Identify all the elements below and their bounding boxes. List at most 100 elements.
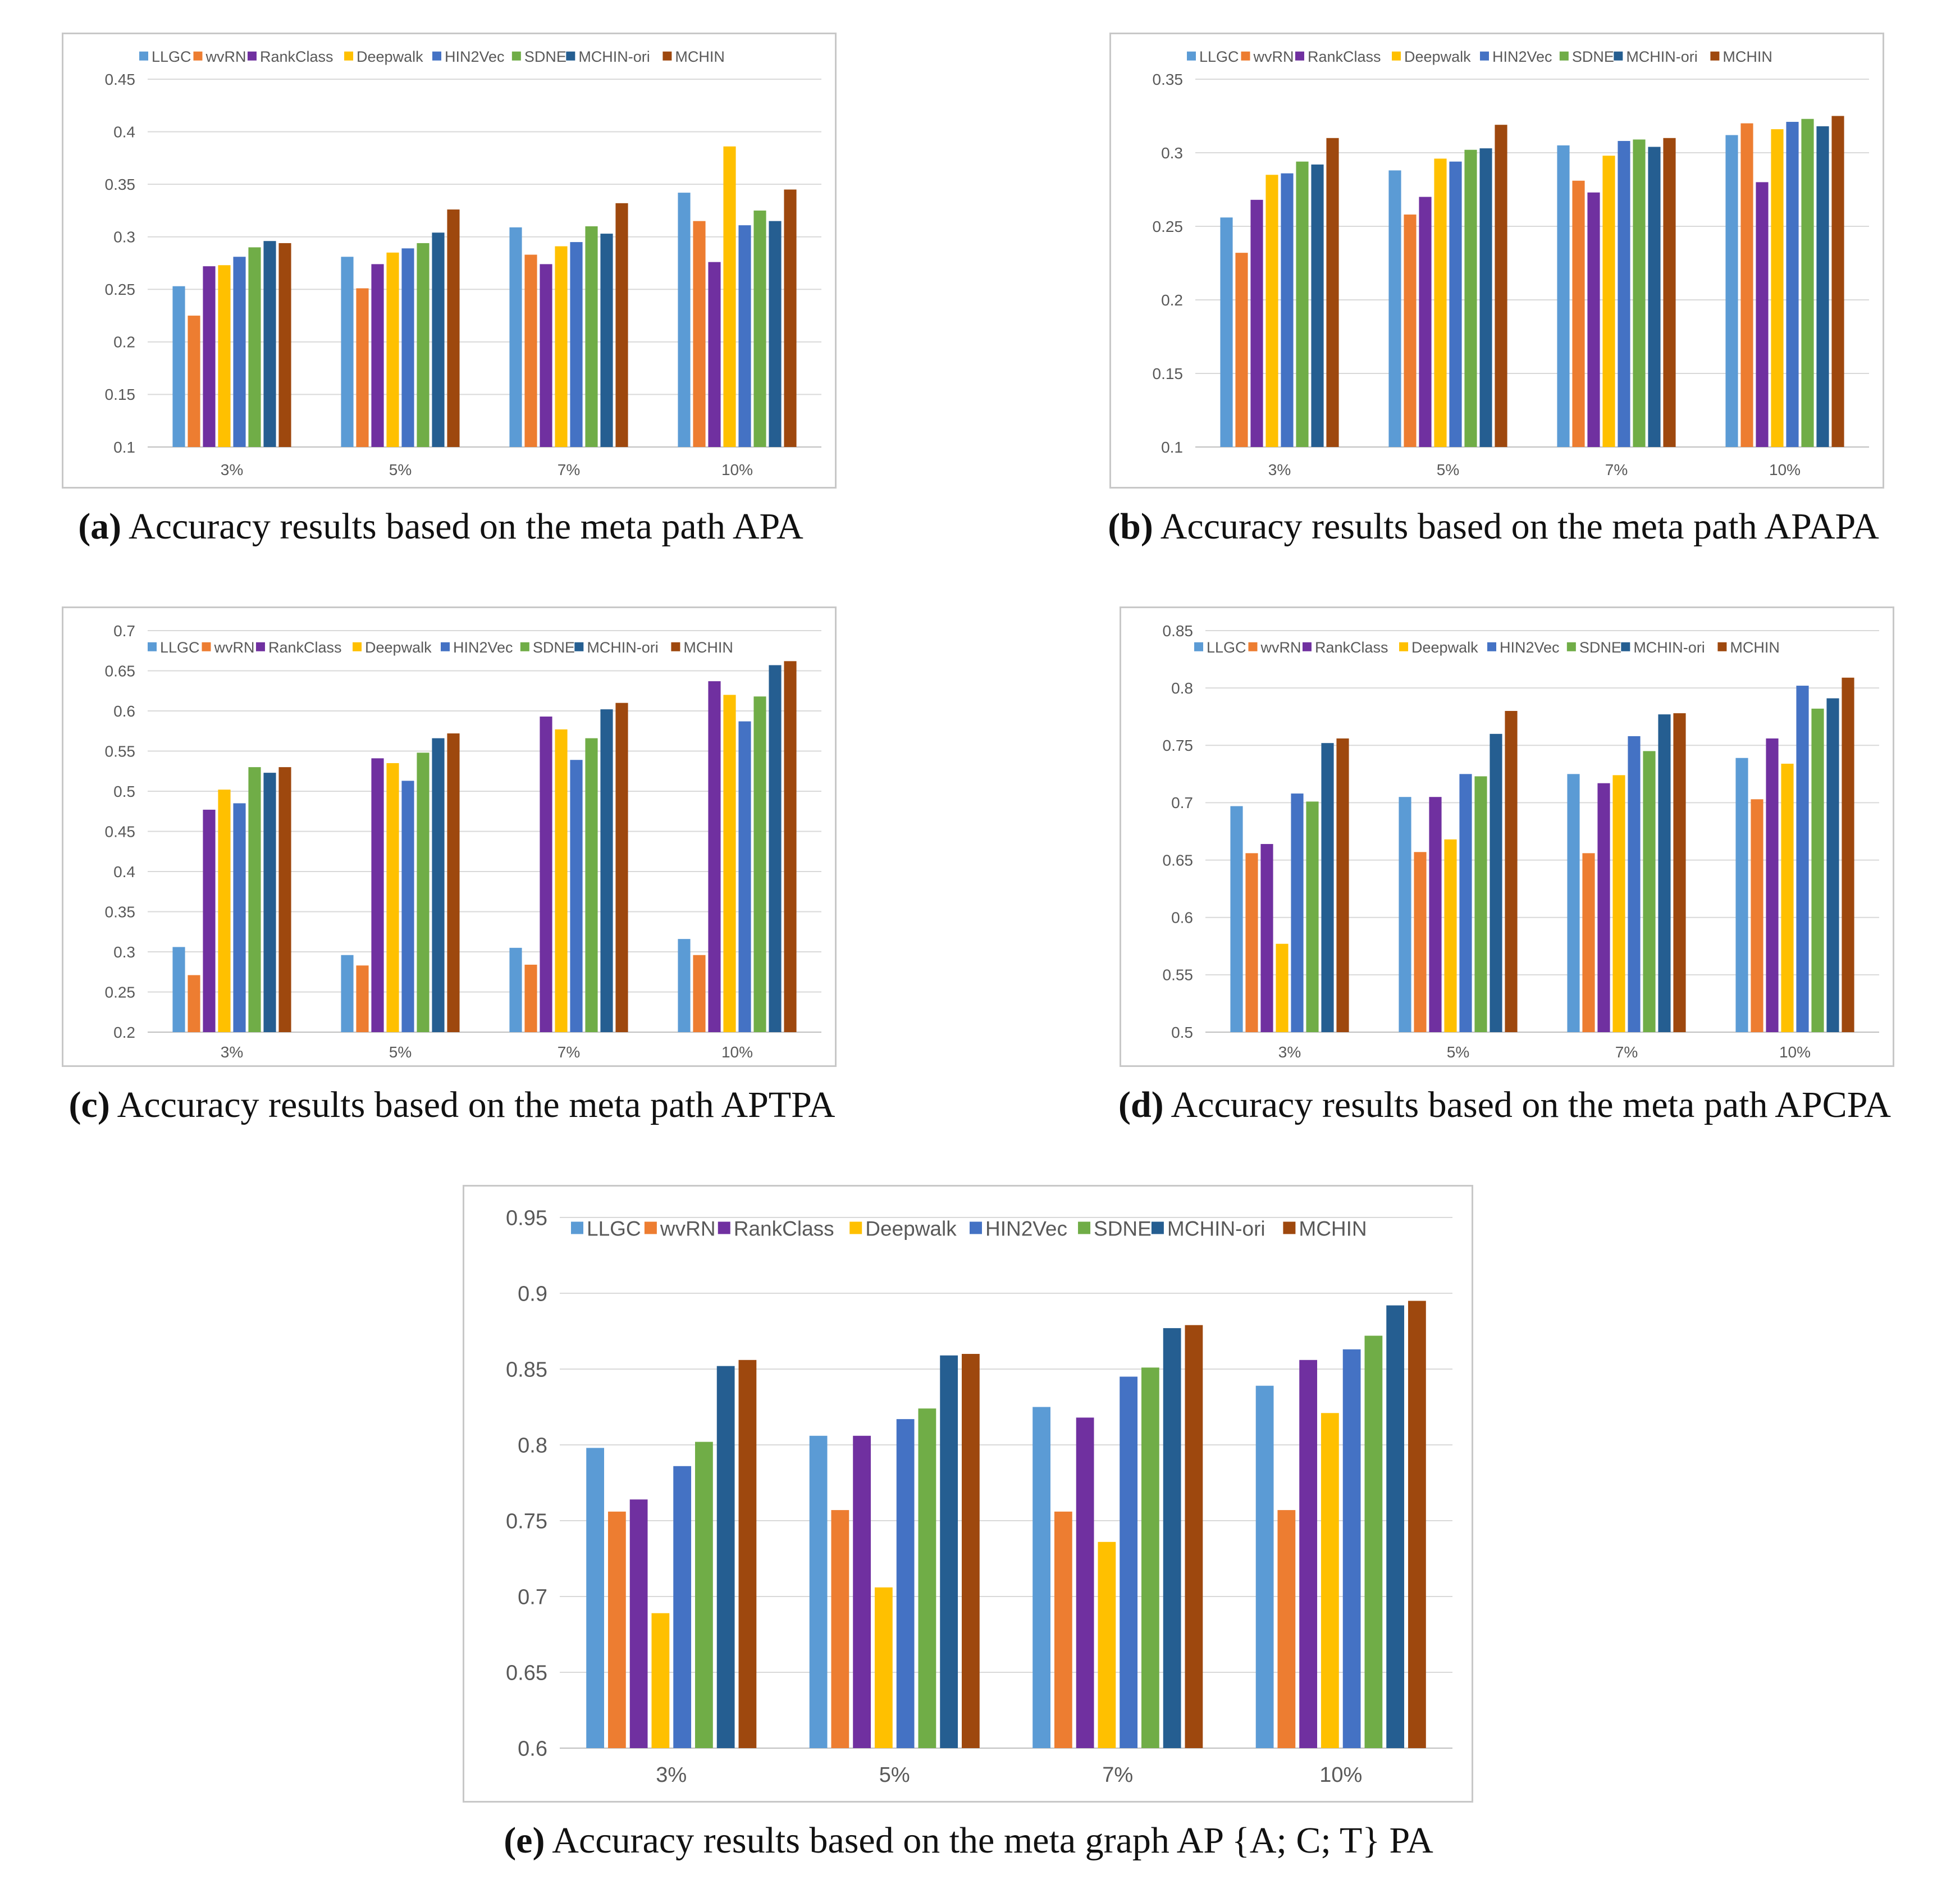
bar-MCHIN-5% xyxy=(1495,125,1507,448)
legend-swatch-wvRN xyxy=(1241,51,1250,61)
bar-LLGC-5% xyxy=(809,1435,828,1748)
chart-d: 0.5 0.55 0.6 0.65 0.7 0.75 0.8 0.85 3% 5% 7% 10% LLG… xyxy=(1163,622,1879,1061)
bar-MCHIN-ori-7% xyxy=(1658,714,1671,1032)
bar-LLGC-10% xyxy=(678,939,691,1032)
legend-label-LLGC: LLGC xyxy=(152,48,191,65)
bar-SDNE-10% xyxy=(1811,708,1824,1032)
bar-MCHIN-ori-7% xyxy=(1648,147,1661,447)
caption-b-label: (b) xyxy=(1108,506,1153,547)
bar-wvRN-3% xyxy=(1245,853,1258,1032)
legend-swatch-MCHIN-ori xyxy=(1151,1221,1164,1234)
y-tick-label: 0.8 xyxy=(1171,679,1193,697)
bar-HIN2Vec-10% xyxy=(1786,121,1799,448)
bar-MCHIN-10% xyxy=(1408,1301,1426,1748)
y-tick-label: 0.4 xyxy=(113,123,135,140)
legend-label-LLGC: LLGC xyxy=(587,1217,641,1240)
bar-wvRN-10% xyxy=(693,221,706,447)
bar-wvRN-7% xyxy=(524,964,537,1032)
bar-MCHIN-7% xyxy=(1663,138,1676,448)
bar-LLGC-5% xyxy=(1388,170,1401,447)
bar-LLGC-3% xyxy=(172,286,185,447)
legend-swatch-MCHIN xyxy=(1710,51,1720,61)
y-tick-label: 0.7 xyxy=(518,1585,547,1609)
legend-label-SDNE: SDNE xyxy=(524,48,566,65)
x-tick-label: 3% xyxy=(1278,1043,1301,1061)
legend-label-Deepwalk: Deepwalk xyxy=(1404,48,1471,65)
y-tick-label: 0.7 xyxy=(113,622,135,640)
caption-a-label: (a) xyxy=(78,506,122,547)
bar-MCHIN-ori-5% xyxy=(1479,148,1492,447)
y-tick-label: 0.25 xyxy=(105,983,136,1001)
bar-Deepwalk-10% xyxy=(723,146,736,447)
bar-Deepwalk-5% xyxy=(386,252,399,447)
bar-MCHIN-10% xyxy=(1831,116,1844,447)
y-tick-label: 0.15 xyxy=(105,386,136,403)
bar-wvRN-3% xyxy=(188,975,200,1032)
bar-MCHIN-3% xyxy=(1336,738,1349,1032)
bar-MCHIN-ori-10% xyxy=(1386,1305,1405,1748)
bar-HIN2Vec-7% xyxy=(1628,736,1641,1032)
caption-c-text: Accuracy results based on the meta path … xyxy=(109,1084,835,1125)
bar-SDNE-10% xyxy=(1364,1335,1383,1748)
legend-label-MCHIN-ori: MCHIN-ori xyxy=(578,48,650,65)
bar-MCHIN-10% xyxy=(1842,677,1854,1032)
legend-swatch-MCHIN-ori xyxy=(574,642,584,651)
legend-label-MCHIN: MCHIN xyxy=(1723,48,1772,65)
legend-swatch-MCHIN xyxy=(1283,1221,1296,1234)
y-tick-label: 0.1 xyxy=(113,439,135,456)
chart-frame-d: 0.5 0.55 0.6 0.65 0.7 0.75 0.8 0.85 3% 5% 7% 10% LLG… xyxy=(1120,606,1894,1067)
legend-label-RankClass: RankClass xyxy=(734,1217,834,1240)
bar-Deepwalk-3% xyxy=(218,265,231,447)
chart-frame-a: 0.1 0.15 0.2 0.25 0.3 0.35 0.4 0.45 3% 5% 7% 10% LLG… xyxy=(62,33,837,489)
bar-SDNE-7% xyxy=(1141,1367,1159,1748)
bar-RankClass-3% xyxy=(629,1499,648,1748)
bar-wvRN-10% xyxy=(1277,1510,1296,1748)
y-tick-label: 0.75 xyxy=(506,1509,547,1533)
x-tick-label: 7% xyxy=(1605,461,1628,478)
y-tick-label: 0.45 xyxy=(105,71,136,88)
caption-e-text: Accuracy results based on the meta graph… xyxy=(545,1820,1433,1861)
bar-LLGC-10% xyxy=(678,193,691,447)
y-tick-label: 0.6 xyxy=(113,703,135,720)
legend-label-SDNE: SDNE xyxy=(1094,1217,1152,1240)
bar-HIN2Vec-10% xyxy=(738,721,751,1032)
caption-d-label: (d) xyxy=(1118,1084,1164,1125)
caption-b: (b) Accuracy results based on the meta p… xyxy=(1050,505,1937,548)
chart-c: 0.2 0.25 0.3 0.35 0.4 0.45 0.5 0.55 0.6 0.65 0.7 3%… xyxy=(105,622,821,1061)
bar-Deepwalk-10% xyxy=(723,695,736,1032)
legend-label-wvRN: wvRN xyxy=(1260,639,1301,656)
bar-wvRN-3% xyxy=(607,1511,626,1748)
bar-HIN2Vec-5% xyxy=(401,248,414,447)
x-tick-label: 5% xyxy=(1437,461,1459,478)
bar-HIN2Vec-10% xyxy=(1342,1349,1361,1748)
bar-Deepwalk-3% xyxy=(1276,943,1289,1032)
bar-SDNE-3% xyxy=(1306,801,1319,1032)
chart-a: 0.1 0.15 0.2 0.25 0.3 0.35 0.4 0.45 3% 5% 7% 10% LLG… xyxy=(105,48,821,478)
legend-label-Deepwalk: Deepwalk xyxy=(1411,639,1478,656)
bar-RankClass-10% xyxy=(708,681,721,1032)
y-tick-label: 0.85 xyxy=(1163,622,1194,640)
y-tick-label: 0.5 xyxy=(113,783,135,800)
bar-wvRN-5% xyxy=(831,1510,849,1748)
legend-label-LLGC: LLGC xyxy=(160,639,200,656)
legend-label-MCHIN: MCHIN xyxy=(1730,639,1780,656)
legend-label-MCHIN: MCHIN xyxy=(675,48,725,65)
caption-e: (e) Accuracy results based on the meta g… xyxy=(393,1819,1544,1862)
bar-MCHIN-ori-5% xyxy=(432,738,445,1032)
bar-LLGC-7% xyxy=(509,227,522,447)
bar-HIN2Vec-7% xyxy=(570,242,583,447)
y-tick-label: 0.65 xyxy=(1163,851,1194,869)
y-tick-label: 0.2 xyxy=(113,334,135,351)
legend-swatch-SDNE xyxy=(1559,51,1569,61)
legend-label-RankClass: RankClass xyxy=(268,639,342,656)
x-tick-label: 5% xyxy=(1447,1043,1469,1061)
y-tick-label: 0.25 xyxy=(105,281,136,298)
y-tick-label: 0.5 xyxy=(1171,1024,1193,1041)
caption-e-label: (e) xyxy=(504,1820,545,1861)
x-tick-label: 10% xyxy=(721,461,753,478)
bar-MCHIN-5% xyxy=(447,209,460,447)
legend-label-MCHIN-ori: MCHIN-ori xyxy=(1626,48,1698,65)
bar-RankClass-3% xyxy=(1250,199,1263,447)
bar-HIN2Vec-3% xyxy=(1281,173,1294,447)
y-tick-label: 0.3 xyxy=(113,229,135,246)
